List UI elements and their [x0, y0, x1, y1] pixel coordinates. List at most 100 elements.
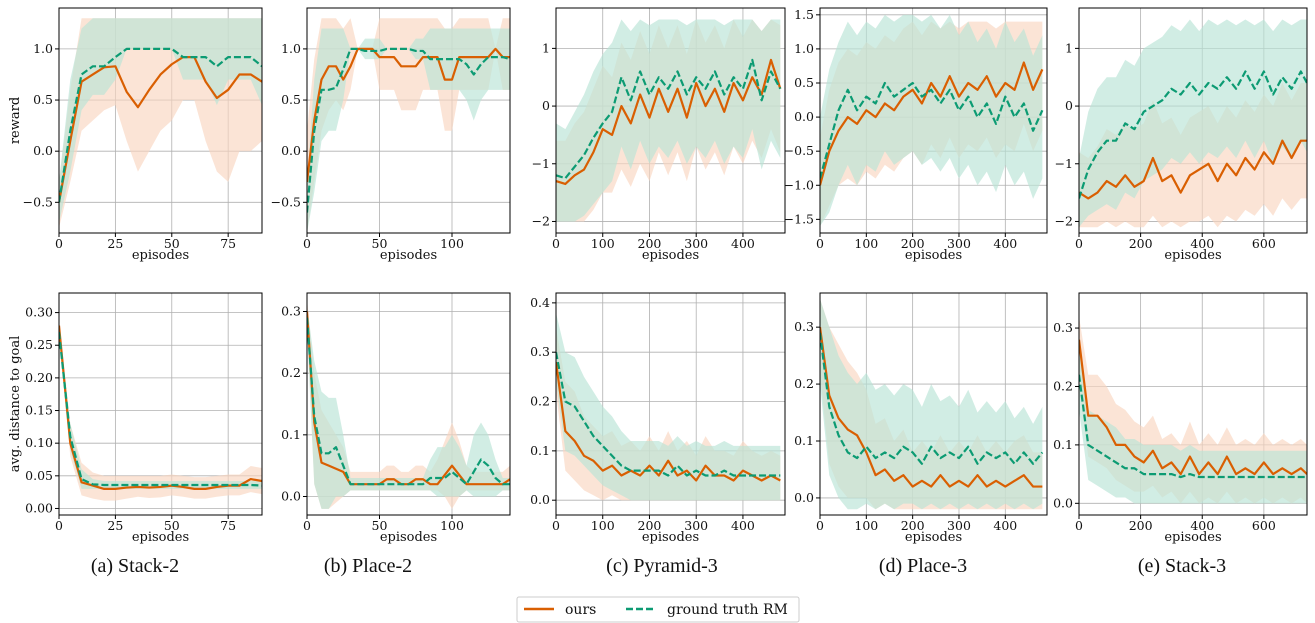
y-tick-label: −1 — [532, 156, 550, 171]
y-tick-label: 0.0 — [794, 109, 814, 124]
x-tick-label: 400 — [993, 518, 1017, 533]
y-tick-label: −1.5 — [784, 211, 814, 226]
chart-panel-e-reward: 0 200 400 600 −2 −1 0 1 episodes — [1055, 7, 1308, 263]
y-tick-label: 0.2 — [1053, 378, 1073, 393]
y-tick-label: 0 — [1065, 98, 1073, 113]
ours-series-line — [556, 58, 782, 186]
ground-truth-confidence-band — [820, 14, 1043, 227]
ground-truth-series-line — [556, 351, 781, 477]
y-tick-label: 0.2 — [530, 394, 550, 409]
legend-box — [516, 596, 800, 623]
legend-ours-label: ours — [565, 602, 596, 618]
x-tick-label: 0 — [816, 236, 824, 251]
y-tick-label: 0.2 — [794, 376, 814, 391]
y-tick-label: 1.0 — [794, 41, 814, 56]
y-tick-label: 0.1 — [1053, 437, 1073, 452]
y-tick-label: 0.10 — [25, 435, 53, 450]
legend-ground-truth-label: ground truth RM — [667, 602, 788, 618]
axes-frame — [1078, 292, 1308, 516]
ground-truth-series-line — [820, 81, 1044, 179]
ground-truth-series-line — [307, 47, 510, 213]
x-tick-label: 300 — [684, 518, 708, 533]
y-tick-label: 0.0 — [530, 492, 550, 507]
x-axis-label: episodes — [1164, 530, 1221, 545]
chart-panel-a-distance: 0 25 50 75 0.00 0.05 0.10 0.15 0.20 0.25 0.30 episo… — [8, 292, 263, 545]
x-tick-label: 400 — [731, 518, 755, 533]
y-tick-label: 0.1 — [281, 427, 301, 442]
x-tick-label: 100 — [440, 236, 464, 251]
ground-truth-confidence-band — [59, 325, 262, 489]
x-tick-label: 75 — [220, 518, 236, 533]
x-tick-label: 200 — [638, 518, 662, 533]
x-tick-label: 0 — [303, 518, 311, 533]
axes-frame — [306, 292, 511, 516]
x-tick-label: 50 — [164, 236, 180, 251]
ours-series-line — [1079, 139, 1307, 200]
y-tick-label: 0.2 — [281, 365, 301, 380]
x-tick-label: 100 — [854, 236, 878, 251]
x-tick-label: 75 — [220, 236, 236, 251]
chart-panel-b-reward: 0 50 100 −0.5 0.0 0.5 1.0 episodes — [271, 7, 511, 263]
panel-caption: (b) Place-2 — [324, 555, 412, 577]
chart-panel-d-distance: 0 100 200 300 400 0.0 0.1 0.2 0.3 episodes — [794, 292, 1048, 545]
y-tick-label: 0.0 — [1053, 495, 1073, 510]
y-axis-label: avg. distance to goal — [8, 336, 23, 473]
y-tick-label: 1.5 — [794, 7, 814, 22]
y-tick-label: 0.3 — [1053, 320, 1073, 335]
axes-frame — [819, 7, 1048, 234]
chart-panel-c-distance: 0 100 200 300 400 0.0 0.1 0.2 0.3 0.4 episodes — [530, 292, 786, 545]
plot-area — [307, 18, 510, 233]
plot-area — [59, 18, 262, 228]
ours-series-line — [820, 61, 1044, 186]
ours-series-line — [59, 325, 262, 490]
x-tick-label: 200 — [638, 236, 662, 251]
plot-area — [820, 14, 1044, 227]
x-tick-label: 0 — [552, 518, 560, 533]
ground-truth-series-line — [556, 58, 782, 180]
y-tick-label: 1 — [542, 40, 550, 55]
y-tick-label: 0.25 — [25, 337, 53, 352]
y-tick-label: −0.5 — [271, 194, 301, 209]
x-tick-label: 200 — [1129, 518, 1153, 533]
ours-series-line — [556, 361, 781, 482]
x-tick-label: 100 — [854, 518, 878, 533]
axes-frame — [555, 7, 786, 234]
ground-truth-confidence-band — [820, 298, 1043, 510]
x-tick-label: 50 — [372, 236, 388, 251]
axes-frame — [1078, 7, 1308, 234]
x-tick-label: 200 — [901, 236, 925, 251]
x-tick-label: 0 — [1075, 518, 1083, 533]
y-tick-label: 0.4 — [530, 295, 550, 310]
y-tick-label: 0.1 — [794, 433, 814, 448]
y-tick-label: 0.5 — [794, 75, 814, 90]
ground-truth-confidence-band — [556, 19, 781, 222]
axes-frame — [306, 7, 511, 234]
ground-truth-confidence-band — [1079, 339, 1307, 504]
plot-area — [59, 319, 262, 501]
x-tick-label: 25 — [107, 518, 123, 533]
ours-series-line — [1079, 339, 1307, 476]
y-tick-label: 1.0 — [33, 41, 53, 56]
y-tick-label: 1.0 — [281, 41, 301, 56]
x-axis-label: episodes — [1164, 248, 1221, 263]
x-tick-label: 600 — [1252, 236, 1276, 251]
x-tick-label: 25 — [107, 236, 123, 251]
plot-area — [556, 19, 782, 222]
panel-caption: (a) Stack-2 — [91, 555, 179, 577]
ground-truth-confidence-band — [556, 312, 781, 501]
chart-panel-c-reward: 0 100 200 300 400 −2 −1 0 1 episodes — [532, 7, 786, 263]
x-axis-label: episodes — [132, 248, 189, 263]
x-tick-label: 300 — [947, 236, 971, 251]
x-axis-label: episodes — [642, 530, 699, 545]
plot-area — [820, 298, 1044, 510]
x-axis-label: episodes — [380, 530, 437, 545]
axes-frame — [819, 292, 1048, 516]
x-tick-label: 50 — [164, 518, 180, 533]
y-tick-label: 1 — [1065, 40, 1073, 55]
plot-area — [556, 312, 781, 501]
y-tick-label: −2 — [532, 213, 550, 228]
x-tick-label: 0 — [816, 518, 824, 533]
ground-truth-confidence-band — [307, 28, 510, 233]
y-tick-label: 0.15 — [25, 403, 53, 418]
